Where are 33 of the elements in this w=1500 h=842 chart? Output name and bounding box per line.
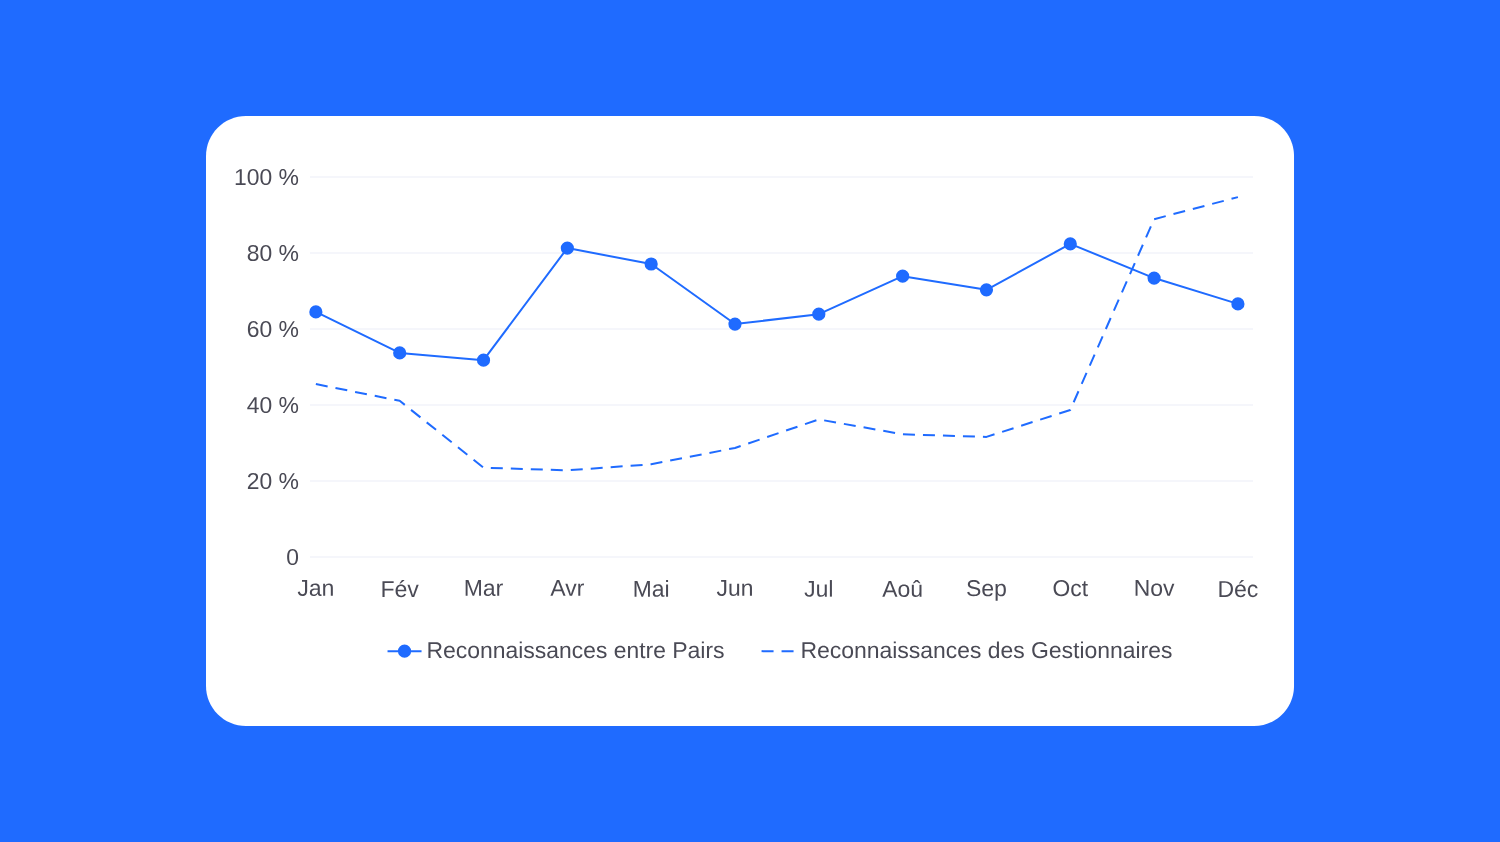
point (896, 269, 910, 283)
point (728, 317, 742, 331)
point (979, 283, 994, 297)
x-tick-label: Avr (550, 580, 584, 596)
legend-label: Reconnaissances entre Pairs (428, 641, 724, 659)
x-tick-label: Jan (297, 580, 333, 597)
x-tick-label: Fév (382, 580, 419, 598)
point (309, 305, 323, 319)
point (644, 257, 658, 271)
y-tick-label: 0 (287, 548, 299, 566)
y-tick-label: 100 % (235, 168, 299, 186)
x-tick-label: Mai (634, 580, 669, 597)
x-tick-label: Sep (967, 580, 1006, 601)
y-tick-label: 60 % (247, 320, 299, 338)
x-tick-label: Mar (465, 580, 503, 597)
x-tick-label: Déc (1219, 580, 1258, 598)
legend-label: Reconnaissances des Gestionnaires (802, 641, 1172, 659)
point (560, 241, 574, 255)
point (812, 307, 826, 321)
point (476, 353, 491, 367)
point (1063, 237, 1077, 251)
point (1231, 297, 1245, 311)
x-tick-label: Oct (1053, 580, 1088, 597)
point (1147, 271, 1161, 285)
x-tick-label: Nov (1135, 580, 1175, 597)
y-tick-label: 40 % (247, 396, 299, 414)
y-tick-label: 20 % (247, 472, 299, 490)
x-tick-label: Jul (804, 580, 832, 597)
x-tick-label: Aoû (882, 580, 922, 597)
point (393, 346, 407, 360)
x-tick-label: Jun (716, 580, 752, 597)
line-series (314, 196, 1239, 472)
y-tick-label: 80 % (247, 244, 299, 262)
